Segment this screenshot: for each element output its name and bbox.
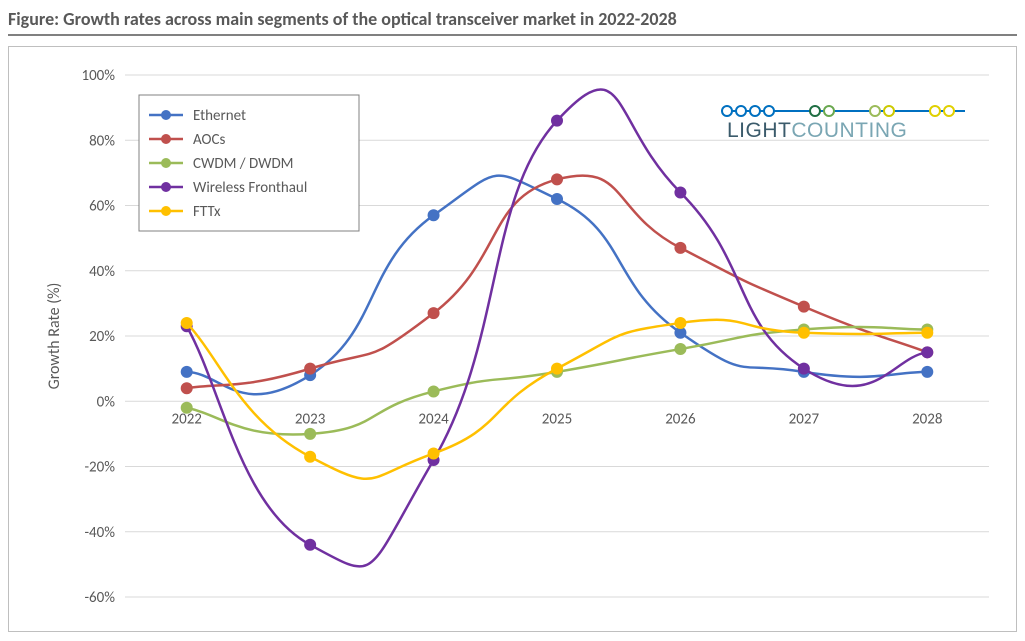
series-marker — [428, 385, 440, 397]
series-marker — [674, 343, 686, 355]
y-tick-label: 80% — [89, 132, 115, 150]
series-marker — [798, 327, 810, 339]
series-marker — [674, 242, 686, 254]
series-marker — [304, 363, 316, 375]
series-marker — [428, 307, 440, 319]
brand-circle-icon — [736, 106, 746, 116]
series-marker — [428, 447, 440, 459]
legend-label: CWDM / DWDM — [193, 155, 294, 173]
legend-label: AOCs — [193, 131, 225, 149]
series-marker — [551, 363, 563, 375]
brand-circle-icon — [930, 106, 940, 116]
series-marker — [304, 539, 316, 551]
legend-label: FTTx — [193, 203, 221, 221]
brand-circle-icon — [824, 106, 834, 116]
legend-label: Ethernet — [193, 107, 246, 125]
series-marker — [921, 346, 933, 358]
brand-circle-icon — [870, 106, 880, 116]
series-marker — [181, 402, 193, 414]
series-marker — [304, 451, 316, 463]
series-marker — [551, 115, 563, 127]
series-marker — [551, 173, 563, 185]
figure-title: Figure: Growth rates across main segment… — [8, 6, 1017, 36]
y-axis-label: Growth Rate (%) — [45, 283, 64, 390]
figure-container: Figure: Growth rates across main segment… — [0, 0, 1025, 641]
series-marker — [181, 366, 193, 378]
x-tick-label: 2023 — [295, 410, 326, 428]
brand-logo: LIGHTCOUNTING — [722, 106, 965, 142]
growth-rate-chart: -60%-40%-20%0%20%40%60%80%100%2022202320… — [9, 47, 1014, 631]
brand-circle-icon — [810, 106, 820, 116]
x-tick-label: 2027 — [789, 410, 820, 428]
series-marker — [428, 209, 440, 221]
x-tick-label: 2024 — [418, 410, 449, 428]
series-marker — [551, 193, 563, 205]
series-marker — [181, 382, 193, 394]
series-marker — [674, 186, 686, 198]
brand-circle-icon — [764, 106, 774, 116]
legend: Ethernet AOCs CWDM / DWDM Wireless Fronthau… — [139, 95, 359, 231]
y-tick-label: 40% — [89, 263, 115, 281]
y-tick-label: -40% — [84, 524, 115, 542]
legend-sample-marker — [161, 110, 171, 120]
x-tick-label: 2028 — [912, 410, 942, 428]
series-marker — [304, 428, 316, 440]
series-marker — [181, 317, 193, 329]
x-tick-label: 2025 — [542, 410, 572, 428]
y-tick-label: 0% — [97, 393, 116, 411]
y-tick-label: -60% — [84, 589, 115, 607]
brand-text: LIGHTCOUNTING — [727, 119, 907, 142]
y-tick-label: -20% — [84, 459, 115, 477]
legend-sample-marker — [161, 158, 171, 168]
brand-circle-icon — [722, 106, 732, 116]
brand-circle-icon — [884, 106, 894, 116]
series-marker — [921, 327, 933, 339]
y-tick-label: 60% — [89, 198, 115, 216]
y-tick-label: 20% — [89, 328, 115, 346]
y-tick-label: 100% — [81, 67, 115, 85]
series-marker — [798, 363, 810, 375]
brand-circle-icon — [750, 106, 760, 116]
series-marker — [674, 317, 686, 329]
legend-sample-marker — [161, 206, 171, 216]
series-marker — [921, 366, 933, 378]
brand-circle-icon — [944, 106, 954, 116]
legend-label: Wireless Fronthaul — [193, 179, 307, 197]
chart-frame: -60%-40%-20%0%20%40%60%80%100%2022202320… — [8, 46, 1017, 632]
legend-sample-marker — [161, 182, 171, 192]
series-line — [187, 320, 928, 479]
series-marker — [798, 301, 810, 313]
x-tick-label: 2026 — [665, 410, 696, 428]
legend-sample-marker — [161, 134, 171, 144]
